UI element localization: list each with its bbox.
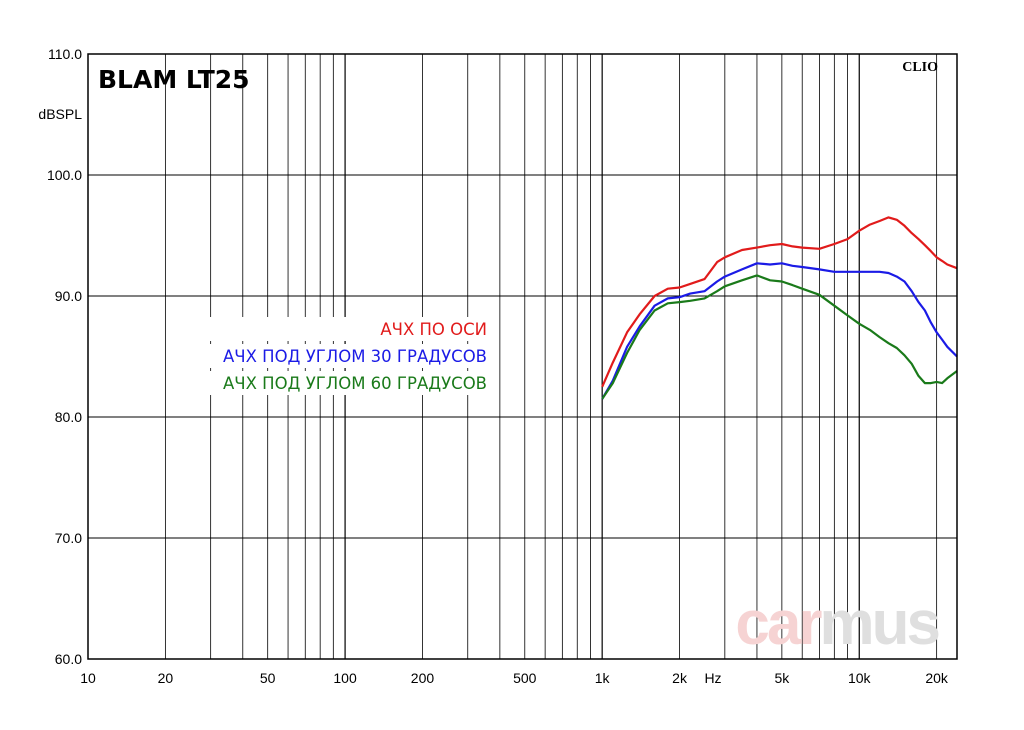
- y-tick-label: 80.0: [55, 409, 82, 425]
- x-tick-label: 50: [260, 670, 276, 686]
- y-tick-label: 70.0: [55, 530, 82, 546]
- series-layer: [601, 216, 958, 400]
- series-line-3: [601, 274, 958, 400]
- y-tick-label: 100.0: [47, 167, 82, 183]
- y-axis-label: dBSPL: [38, 106, 82, 122]
- legend-entry-2: АЧХ ПОД УГЛОМ 30 ГРАДУСОВ: [223, 347, 487, 366]
- y-tick-labels: 60.0 70.0 80.0 90.0 100.0 110.0: [47, 46, 82, 667]
- x-tick-label: 2k: [672, 670, 688, 686]
- series-line-2: [601, 262, 958, 400]
- x-tick-label: 10: [80, 670, 96, 686]
- plot-frame: [87, 53, 958, 660]
- y-tick-label: 110.0: [48, 46, 82, 62]
- x-tick-label: 200: [411, 670, 435, 686]
- x-tick-label: 1k: [595, 670, 611, 686]
- series-line-1: [601, 216, 958, 388]
- brand-label: CLIO: [902, 60, 938, 75]
- x-tick-label: 5k: [774, 670, 790, 686]
- x-tick-label: 10k: [848, 670, 872, 686]
- watermark: carmus: [735, 589, 938, 658]
- legend: АЧХ ПО ОСИ АЧХ ПОД УГЛОМ 30 ГРАДУСОВ АЧХ П…: [178, 317, 494, 395]
- x-tick-label: 100: [333, 670, 357, 686]
- legend-entry-1: АЧХ ПО ОСИ: [380, 320, 487, 339]
- y-tick-label: 90.0: [55, 288, 82, 304]
- x-tick-label: 500: [513, 670, 537, 686]
- legend-backdrop: [178, 317, 494, 341]
- x-tick-label: 20k: [925, 670, 949, 686]
- chart-title: BLAM LT25: [98, 65, 250, 94]
- x-tick-label: 20: [158, 670, 174, 686]
- x-tick-labels: 10 20 50 100 200 500 1k 2k 5k 10k 20k: [80, 670, 949, 686]
- legend-backdrop: [178, 371, 494, 395]
- y-tick-label: 60.0: [55, 651, 82, 667]
- x-axis-label: Hz: [704, 670, 721, 686]
- legend-entry-3: АЧХ ПОД УГЛОМ 60 ГРАДУСОВ: [223, 374, 487, 393]
- legend-backdrop: [178, 344, 494, 368]
